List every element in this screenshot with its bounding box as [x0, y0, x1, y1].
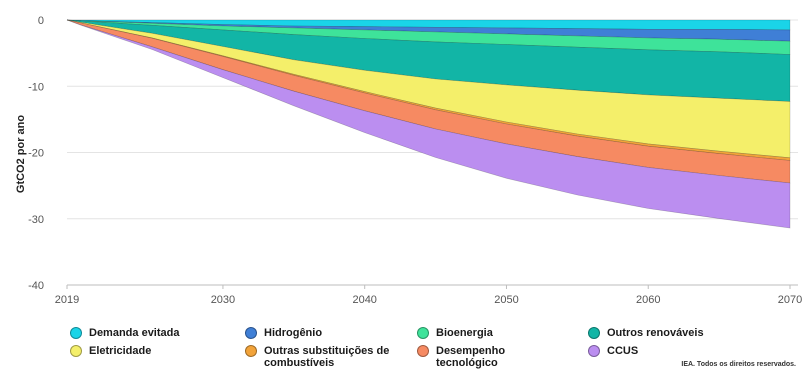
legend-swatch: [245, 345, 257, 357]
area-series-bioenergia: [66, 19, 791, 55]
legend: Demanda evitada Hidrogênio Bioenergia Ou…: [70, 323, 790, 369]
legend-item-demanda-evitada[interactable]: Demanda evitada: [70, 327, 179, 339]
x-tick-label: 2040: [352, 294, 376, 306]
y-axis-label: GtCO2 por ano: [15, 115, 27, 194]
y-axis-ticks: 0 -10 -20 -30 -40: [28, 15, 44, 292]
x-tick-label: 2030: [211, 294, 235, 306]
legend-label: Bioenergia: [436, 327, 493, 339]
y-tick-label: -10: [28, 81, 44, 93]
legend-label: Demanda evitada: [89, 327, 180, 339]
area-series-ccus: [66, 19, 791, 229]
area-series-outros-renovaveis: [66, 19, 791, 102]
legend-label: Outras substituições de combustíveis: [264, 345, 390, 369]
legend-swatch: [70, 327, 82, 339]
x-tick-label: 2019: [55, 294, 79, 306]
legend-swatch: [417, 345, 429, 357]
legend-swatch: [588, 327, 600, 339]
area-series-demanda-evitada: [66, 19, 791, 31]
x-axis-ticks: 2019 2030 2040 2050 2060 2070: [55, 285, 802, 306]
legend-item-outras-substituicoes[interactable]: Outras substituições de combustíveis: [245, 345, 404, 369]
legend-label: Outros renováveis: [607, 327, 704, 339]
legend-label: Hidrogênio: [264, 327, 323, 339]
legend-label: CCUS: [607, 345, 639, 357]
y-tick-label: -40: [28, 280, 44, 292]
legend-swatch: [417, 327, 429, 339]
y-tick-label: 0: [38, 15, 44, 27]
legend-item-ccus[interactable]: CCUS: [588, 345, 638, 357]
y-tick-label: -30: [28, 214, 44, 226]
x-tick-label: 2070: [778, 294, 802, 306]
area-series-eletricidade: [66, 19, 791, 159]
legend-label: Desempenho tecnológico: [436, 345, 506, 369]
legend-item-bioenergia[interactable]: Bioenergia: [417, 327, 493, 339]
area-chart: 0 -10 -20 -30 -40 2019 2030 2040 2050 2060 2070 G…: [15, 15, 802, 306]
x-tick-label: 2050: [494, 294, 518, 306]
legend-swatch: [245, 327, 257, 339]
x-tick-label: 2060: [636, 294, 660, 306]
area-series-outras-substituicoes-de-combustiveis: [66, 19, 791, 161]
legend-item-outros-renovaveis[interactable]: Outros renováveis: [588, 327, 704, 339]
legend-swatch: [70, 345, 82, 357]
legend-swatch: [588, 345, 600, 357]
stacked-areas: [66, 19, 791, 229]
credit-text: IEA. Todos os direitos reservados.: [681, 361, 796, 368]
legend-item-desempenho-tecnologico[interactable]: Desempenho tecnológico: [417, 345, 536, 369]
legend-item-eletricidade[interactable]: Eletricidade: [70, 345, 151, 357]
y-tick-label: -20: [28, 148, 44, 160]
legend-item-hidrogenio[interactable]: Hidrogênio: [245, 327, 322, 339]
legend-label: Eletricidade: [89, 345, 152, 357]
